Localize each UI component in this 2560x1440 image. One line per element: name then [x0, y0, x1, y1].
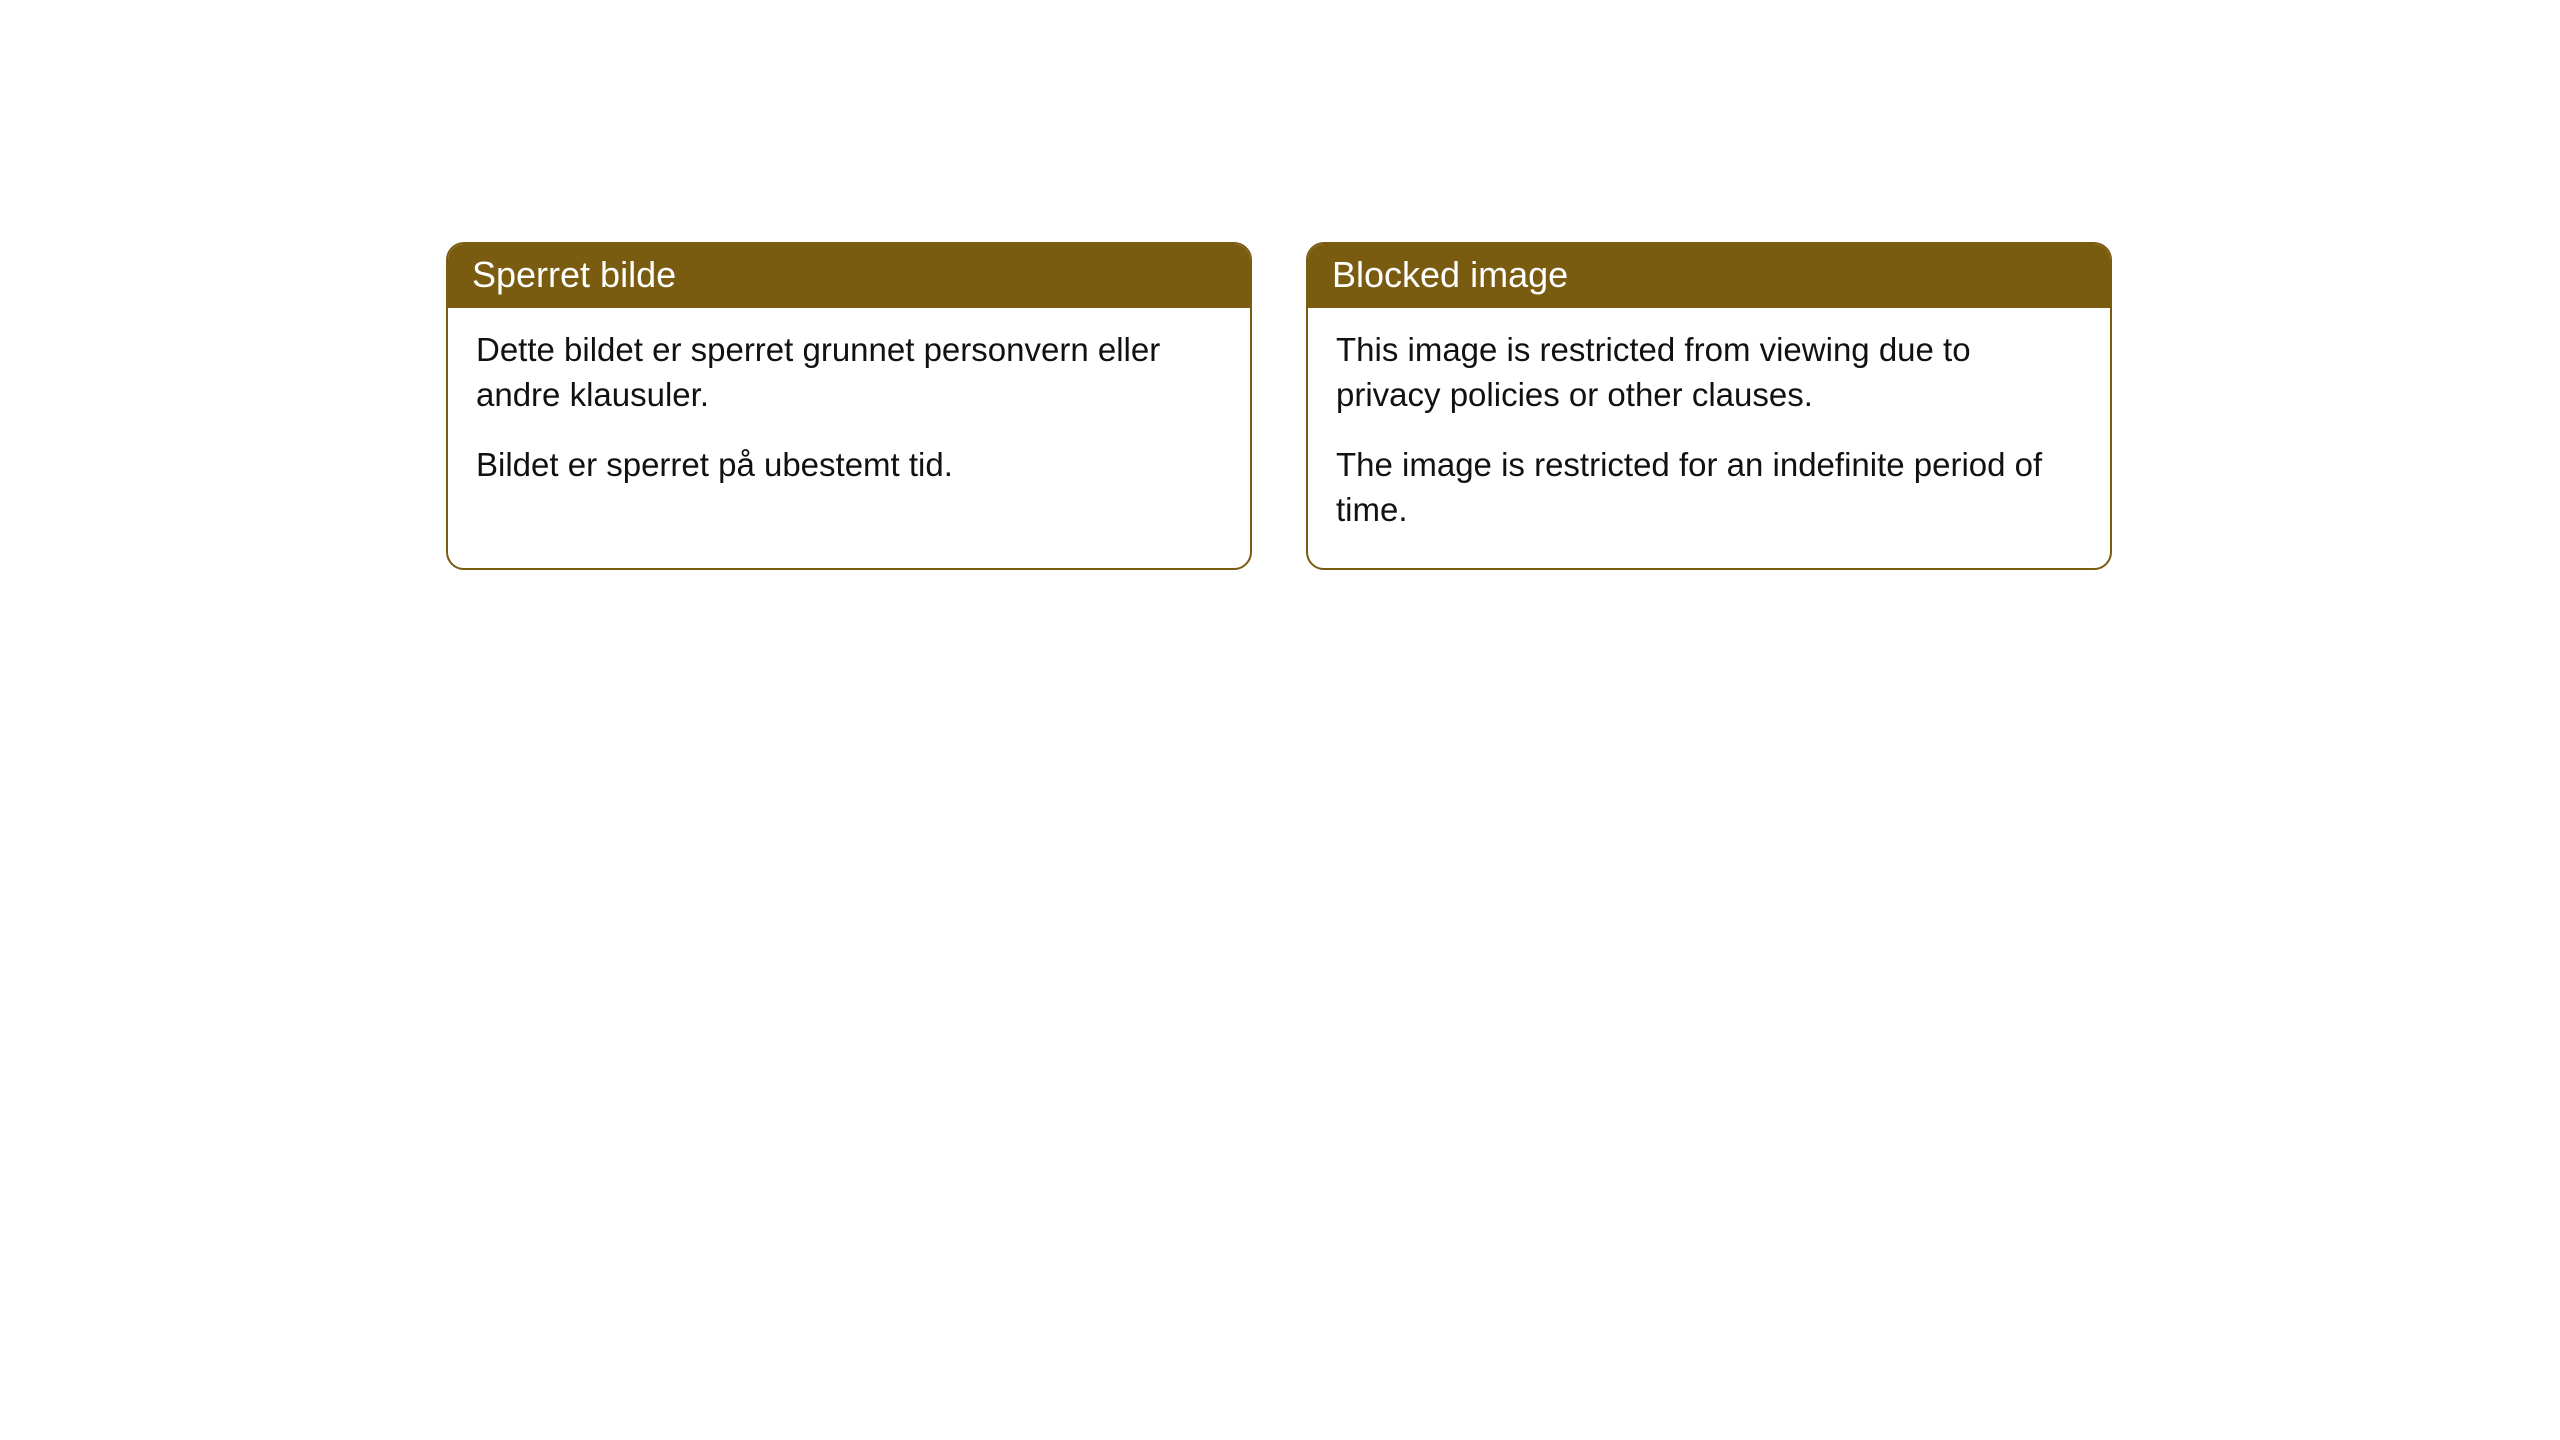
card-header-english: Blocked image: [1308, 244, 2110, 308]
card-paragraph2-norwegian: Bildet er sperret på ubestemt tid.: [476, 443, 1222, 488]
card-body-english: This image is restricted from viewing du…: [1308, 308, 2110, 568]
card-header-norwegian: Sperret bilde: [448, 244, 1250, 308]
card-title-norwegian: Sperret bilde: [472, 254, 676, 295]
card-norwegian: Sperret bilde Dette bildet er sperret gr…: [446, 242, 1252, 570]
card-paragraph1-english: This image is restricted from viewing du…: [1336, 328, 2082, 417]
card-paragraph2-english: The image is restricted for an indefinit…: [1336, 443, 2082, 532]
cards-container: Sperret bilde Dette bildet er sperret gr…: [446, 242, 2560, 570]
card-body-norwegian: Dette bildet er sperret grunnet personve…: [448, 308, 1250, 524]
card-title-english: Blocked image: [1332, 254, 1568, 295]
card-paragraph1-norwegian: Dette bildet er sperret grunnet personve…: [476, 328, 1222, 417]
card-english: Blocked image This image is restricted f…: [1306, 242, 2112, 570]
